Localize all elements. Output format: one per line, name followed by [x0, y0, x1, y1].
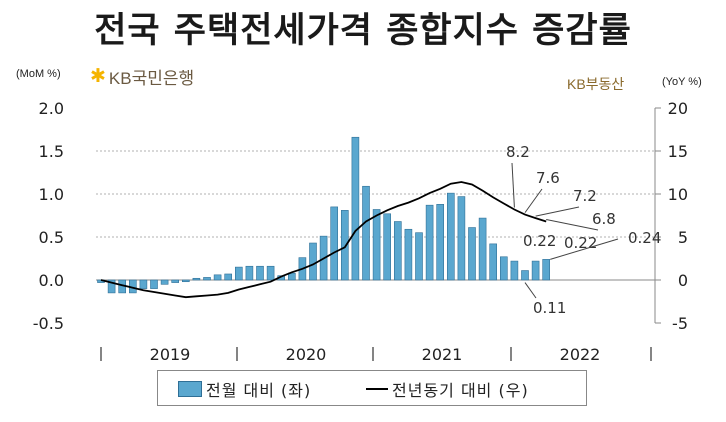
bar	[235, 266, 243, 281]
right-tick-label: 5	[678, 228, 688, 247]
bar	[160, 279, 169, 285]
x-tick-label: 2022	[560, 345, 601, 364]
bar	[107, 279, 116, 294]
annotation-leader	[546, 219, 599, 231]
line-data-label: 7.2	[573, 187, 597, 205]
annotation-leader	[535, 206, 580, 217]
bar	[171, 279, 179, 283]
left-tick-label: 1.0	[39, 185, 64, 204]
bar	[224, 273, 232, 281]
bar	[213, 274, 222, 281]
bar-data-label: 0.22	[564, 234, 597, 252]
bar	[309, 242, 317, 281]
legend-line-label: 전년동기 대비 (우)	[392, 381, 529, 400]
left-tick-label: 1.5	[39, 142, 64, 161]
bar	[393, 221, 402, 281]
bar-data-label: 0.11	[533, 299, 566, 317]
bar	[404, 228, 413, 281]
kb-realestate-logo: KB부동산	[567, 76, 625, 92]
annotation-leader	[550, 238, 619, 260]
left-tick-label: 0.5	[39, 228, 64, 247]
kb-bank-logo-text: KB국민은행	[108, 69, 195, 88]
bar	[489, 243, 498, 281]
legend-item-bar: 전월 대비 (좌)	[178, 377, 311, 401]
line-data-label: 8.2	[506, 143, 530, 161]
bar-data-label: 0.24	[628, 229, 661, 247]
x-tick-label: 2020	[286, 345, 327, 364]
legend-bar-label: 전월 대비 (좌)	[206, 381, 312, 400]
legend-item-line: 전년동기 대비 (우)	[366, 377, 529, 401]
kb-bank-logo: ✱ KB국민은행	[90, 64, 194, 89]
bar	[468, 227, 476, 281]
bar	[383, 213, 392, 281]
bar	[150, 279, 158, 289]
legend: 전월 대비 (좌) 전년동기 대비 (우)	[157, 370, 587, 406]
yoy-line	[100, 181, 547, 299]
legend-bar-swatch	[178, 381, 202, 397]
bar	[203, 277, 211, 281]
bar	[499, 256, 508, 281]
right-tick-label: 0	[678, 271, 688, 290]
bar	[531, 260, 540, 281]
right-tick-label: 15	[668, 142, 688, 161]
bar	[478, 217, 487, 281]
right-tick-label: 20	[668, 99, 688, 118]
right-axis-unit: (YoY %)	[662, 76, 702, 88]
x-tick-label: 2021	[422, 345, 463, 364]
bar	[330, 206, 339, 281]
bar	[372, 209, 381, 281]
right-tick-label: 10	[668, 185, 688, 204]
bar	[256, 265, 264, 281]
legend-line-swatch	[366, 388, 388, 390]
bar	[182, 279, 190, 283]
right-tick-label: -5	[672, 314, 688, 333]
annotation-leader	[524, 188, 543, 213]
bar	[521, 270, 529, 281]
bar	[542, 259, 551, 281]
bar	[266, 265, 275, 281]
bar	[351, 136, 360, 281]
annotation-leader	[511, 162, 515, 208]
line-data-label: 7.6	[536, 169, 560, 187]
bar	[425, 204, 434, 281]
bar	[362, 185, 370, 281]
bar	[245, 265, 254, 281]
bar	[139, 279, 148, 289]
bar	[457, 196, 466, 281]
bar	[510, 260, 519, 281]
bar	[415, 232, 423, 281]
left-tick-label: 0.0	[39, 271, 64, 290]
bar	[340, 210, 349, 281]
bar	[436, 204, 445, 281]
kb-star-icon: ✱	[90, 66, 106, 87]
bar	[192, 277, 201, 281]
line-data-label: 6.8	[592, 210, 616, 228]
left-tick-label: -0.5	[33, 314, 64, 333]
annotation-leader	[524, 282, 537, 299]
bar-data-label: 0.22	[523, 232, 556, 250]
left-axis-unit: (MoM %)	[16, 68, 61, 80]
x-tick-label: 2019	[150, 345, 191, 364]
left-tick-label: 2.0	[39, 99, 64, 118]
chart-title: 전국 주택전세가격 종합지수 증감률	[94, 11, 632, 51]
bar	[446, 192, 455, 281]
